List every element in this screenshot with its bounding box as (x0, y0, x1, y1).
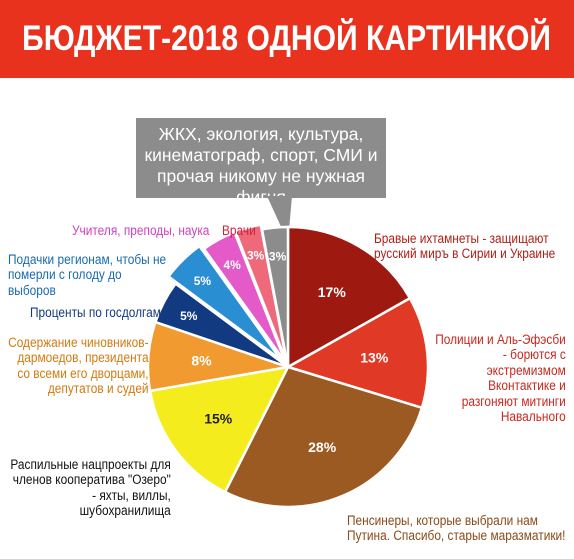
pie-slice (233, 223, 288, 363)
slice-value-label: 17% (318, 284, 347, 300)
slice-value-label: 4% (223, 258, 241, 272)
label-procenty: Проценты по госдолгам (30, 289, 180, 336)
label-ihtamnety: Бравые ихтамнеты - защищают русский миръ… (374, 215, 568, 277)
pie-slice (223, 365, 424, 509)
slice-value-label: 5% (194, 274, 212, 288)
callout-text: ЖКХ, экология, культура, кинематограф, с… (144, 124, 378, 207)
callout-box: ЖКХ, экология, культура, кинематограф, с… (136, 118, 386, 207)
label-police: Полиции и Аль-Эфэсби - борются с экстрем… (432, 316, 566, 440)
pie-slice (153, 281, 289, 369)
label-podachki: Подачки регионам, чтобы не померли с гол… (8, 236, 168, 314)
pie-slice (260, 225, 290, 368)
slice-value-label: 13% (360, 350, 389, 366)
label-chinovniki: Содержание чиновников-дармоедов, президе… (6, 319, 149, 412)
pie-chart: 17% 13% 28% 15% 8% 5% 5% 4% 3% 3% (146, 196, 430, 509)
category-label: Врачи (222, 222, 256, 238)
category-label: Пенсинеры, которые выбрали нам Путина. С… (347, 512, 566, 544)
category-label: Бравые ихтамнеты - защищают русский миръ… (374, 230, 556, 262)
category-label: Содержание чиновников-дармоедов, президе… (8, 334, 149, 397)
slice-value-label: 15% (204, 411, 233, 427)
pie-slice (286, 225, 412, 370)
label-vrachi: Врачи (222, 207, 266, 254)
pie-slice (166, 244, 282, 361)
category-label: Учителя, преподы, наука (72, 222, 210, 238)
category-label: Подачки регионам, чтобы не померли с гол… (8, 251, 167, 298)
pie-slice (148, 365, 291, 494)
category-label: Полиции и Аль-Эфэсби - борются с экстрем… (435, 331, 566, 425)
label-uchitelya: Учителя, преподы, наука (72, 207, 217, 254)
category-label: Проценты по госдолгам (30, 304, 161, 320)
label-pensioners: Пенсинеры, которые выбрали нам Путина. С… (347, 497, 567, 559)
category-label: Распильные нацпроекты для членов коопера… (10, 456, 171, 519)
chart-title: БЮДЖЕТ-2018 ОДНОЙ КАРТИНКОЙ (22, 19, 552, 58)
label-natsproekty: Распильные нацпроекты для членов коопера… (8, 441, 171, 534)
pie-slice (284, 296, 430, 410)
slice-value-label: 28% (308, 439, 337, 455)
slice-value-label: 3% (247, 249, 265, 263)
slice-value-label: 3% (269, 249, 287, 263)
slice-value-label: 8% (191, 352, 212, 368)
slice-value-label: 5% (180, 309, 198, 323)
title-banner: БЮДЖЕТ-2018 ОДНОЙ КАРТИНКОЙ (0, 0, 574, 78)
